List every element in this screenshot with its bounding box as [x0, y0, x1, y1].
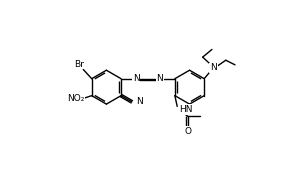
Text: HN: HN: [179, 105, 193, 114]
Text: N: N: [133, 74, 139, 83]
Text: N: N: [156, 74, 163, 83]
Text: Br: Br: [75, 60, 84, 69]
Text: O: O: [185, 127, 191, 136]
Text: N: N: [210, 63, 217, 72]
Text: NO₂: NO₂: [67, 94, 84, 103]
Text: N: N: [136, 97, 142, 106]
